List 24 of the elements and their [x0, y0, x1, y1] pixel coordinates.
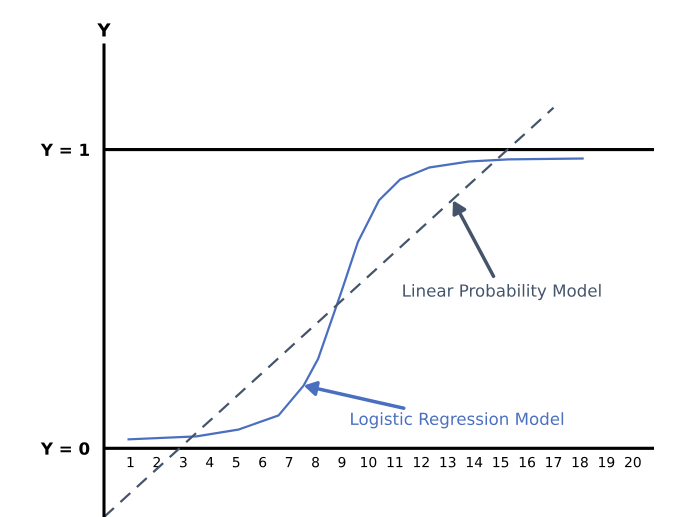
x-tick-label: 3: [180, 456, 187, 468]
x-tick-label: 7: [286, 457, 292, 468]
x-tick-label: 5: [232, 457, 240, 468]
y-tick-label: Y = 1: [40, 144, 89, 156]
x-tick-label: 19: [599, 456, 614, 468]
x-tick-label: 6: [259, 456, 266, 468]
x-tick-label: 15: [493, 457, 508, 468]
annotation: Linear Probability Model: [403, 284, 601, 300]
x-tick-label: 13: [440, 456, 456, 468]
x-tick-label: 9: [338, 456, 346, 468]
x-tick-label: 14: [466, 457, 482, 468]
x-tick-label: 10: [361, 456, 376, 468]
x-tick-label: 11: [388, 457, 402, 468]
x-tick-label: 1: [128, 457, 134, 468]
x-tick-label: 4: [206, 457, 214, 468]
x-tick-label: 12: [414, 456, 429, 468]
y-axis-title: Y: [97, 23, 111, 37]
x-tick-label: 17: [546, 457, 562, 468]
annotation: Logistic Regression Model: [351, 412, 564, 428]
y-tick-label: Y = 0: [40, 442, 90, 455]
x-tick-label: 20: [625, 456, 641, 468]
x-tick-label: 8: [312, 456, 320, 468]
x-tick-label: 16: [520, 456, 536, 468]
x-tick-label: 18: [572, 456, 588, 468]
